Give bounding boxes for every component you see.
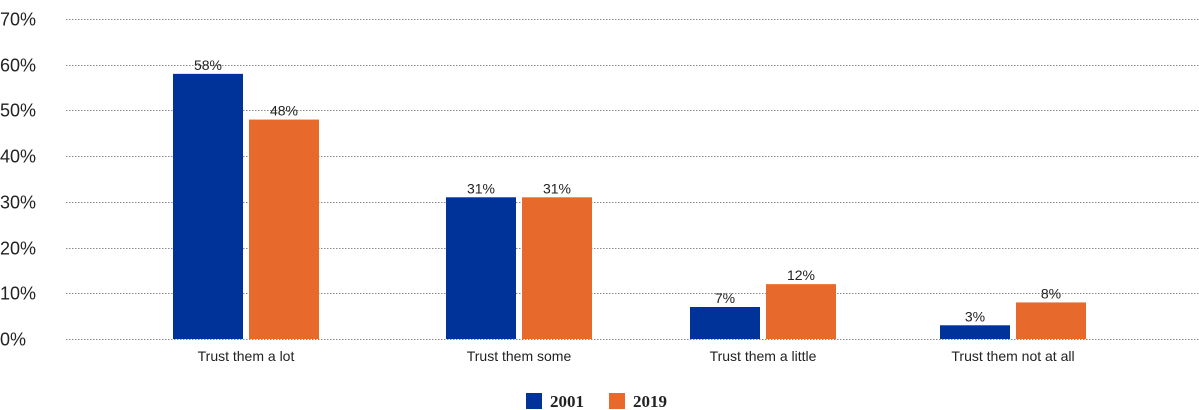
data-label-2019-0: 48% <box>270 103 298 119</box>
y-tick-label: 30% <box>0 193 36 213</box>
bar-2019-0 <box>249 119 319 339</box>
y-tick-label: 50% <box>0 101 36 121</box>
bar-2019-2 <box>766 284 836 339</box>
data-label-2001-1: 31% <box>467 180 495 196</box>
y-tick-label: 20% <box>0 239 36 259</box>
legend-label-2001: 2001 <box>550 392 584 410</box>
category-label: Trust them a lot <box>198 348 295 364</box>
legend: 2001 2019 <box>526 392 667 410</box>
x-axis-categories: Trust them a lot Trust them some Trust the… <box>198 348 1075 364</box>
data-label-2001-2: 7% <box>715 290 735 306</box>
y-tick-label: 70% <box>0 10 36 30</box>
bar-2001-1 <box>446 197 516 339</box>
legend-swatch-2001 <box>526 393 542 409</box>
data-label-2019-2: 12% <box>787 267 815 283</box>
bar-2019-1 <box>522 197 592 339</box>
category-label: Trust them some <box>467 348 572 364</box>
bar-2019-3 <box>1016 302 1086 339</box>
y-tick-label: 0% <box>0 330 26 350</box>
y-axis-ticks: 0% 10% 20% 30% 40% 50% 60% 70% <box>0 10 36 350</box>
bars <box>173 73 1086 339</box>
y-tick-label: 40% <box>0 147 36 167</box>
data-label-2001-3: 3% <box>965 308 985 324</box>
bar-2001-3 <box>940 325 1010 339</box>
bar-2001-2 <box>690 307 760 339</box>
category-label: Trust them a little <box>710 348 817 364</box>
category-label: Trust them not at all <box>951 348 1074 364</box>
data-label-2019-3: 8% <box>1041 285 1061 301</box>
data-labels: 58% 48% 31% 31% 7% 12% 3% 8% <box>194 57 1061 324</box>
data-label-2001-0: 58% <box>194 57 222 73</box>
y-tick-label: 60% <box>0 56 36 76</box>
legend-swatch-2019 <box>609 393 625 409</box>
data-label-2019-1: 31% <box>543 180 571 196</box>
y-tick-label: 10% <box>0 284 36 304</box>
bar-2001-0 <box>173 73 243 339</box>
legend-label-2019: 2019 <box>633 392 667 410</box>
